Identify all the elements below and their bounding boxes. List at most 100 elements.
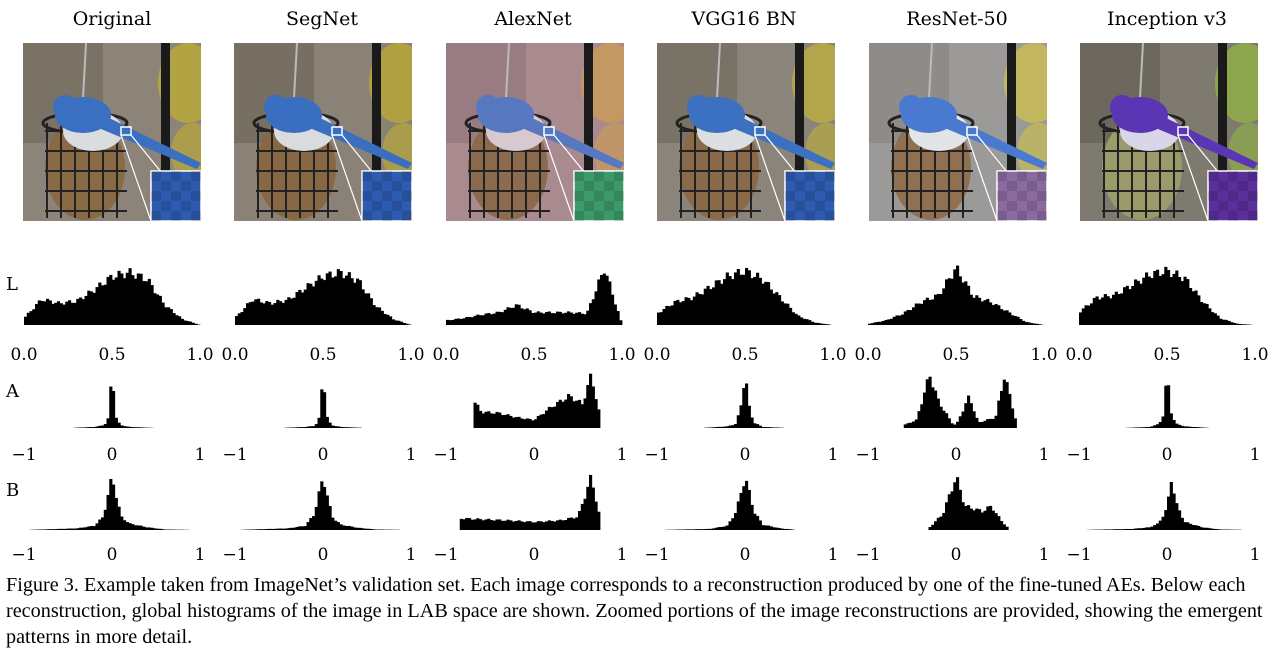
histogram-bar (1005, 526, 1009, 530)
histogram-bar (572, 518, 576, 530)
histogram-bar (1156, 424, 1160, 428)
histogram-bar (939, 406, 943, 428)
histogram-bar (698, 529, 702, 530)
histogram-bar (594, 399, 598, 428)
histogram-bar (553, 313, 557, 325)
histogram-bar (1189, 523, 1193, 530)
histogram-bar (139, 427, 143, 428)
histogram-bar (358, 527, 362, 530)
histogram-bar (967, 395, 971, 428)
axis-tick-label: 1 (1039, 545, 1050, 565)
histogram-bar (901, 314, 905, 325)
histogram-bar (106, 494, 110, 530)
histogram-bar (1186, 279, 1190, 325)
histogram-bar (956, 421, 960, 428)
histogram-bar (1183, 426, 1187, 428)
histogram-bar (1164, 266, 1168, 325)
axis-tick-label: 0.5 (98, 345, 125, 365)
axis-tick-label: 0 (951, 445, 962, 465)
histogram-bar (783, 528, 787, 530)
histogram-bar (575, 517, 579, 530)
histogram-bar (156, 528, 160, 530)
histogram-bar (1211, 528, 1215, 530)
histogram-bar (989, 505, 993, 530)
histogram-bar (501, 415, 505, 428)
histogram-bar (1169, 277, 1173, 325)
histogram-bar (112, 391, 116, 428)
histogram-bar (1197, 295, 1201, 325)
histogram-bar (1202, 527, 1206, 530)
histogram-bar (265, 529, 269, 530)
histogram-bar (76, 298, 80, 325)
histogram-bar (942, 410, 946, 428)
histogram-bar (90, 526, 94, 530)
histogram-bar (1106, 529, 1110, 530)
histogram-bar (1202, 303, 1206, 325)
histogram-bar (920, 404, 924, 428)
histogram-bar (301, 526, 305, 530)
histogram-bar (520, 521, 524, 530)
histogram-bar (73, 302, 77, 325)
histogram-bar (1120, 293, 1124, 325)
histogram-bar (342, 525, 346, 530)
histogram-bar (1109, 298, 1113, 325)
histogram-bar (775, 527, 779, 530)
histogram-bar (400, 321, 404, 325)
histogram-bar (1139, 427, 1143, 428)
histogram-bar (772, 293, 776, 325)
histogram-bar (769, 289, 773, 325)
histogram-bar (114, 277, 118, 325)
histogram-bar (372, 305, 376, 325)
histogram-bar (1136, 528, 1140, 530)
histogram-bar (980, 301, 984, 325)
histogram-bar (114, 417, 118, 428)
histogram-bar (259, 302, 263, 325)
histogram-bar (986, 506, 990, 530)
histogram-bar (314, 506, 318, 530)
histogram-bar (1153, 425, 1157, 428)
histogram-bar (684, 297, 688, 325)
histogram-bar (619, 320, 623, 325)
histogram-bar (178, 316, 182, 325)
histogram-bar (262, 529, 266, 530)
axis-tick-label: 0 (107, 445, 118, 465)
histogram-bar (43, 301, 47, 325)
histogram-bar (131, 524, 135, 530)
histogram-bar (87, 427, 91, 428)
axis-tick-label: 0 (1162, 445, 1173, 465)
histogram-bar (323, 392, 327, 428)
histogram-bar (386, 314, 390, 325)
histogram-bar (1178, 424, 1182, 428)
histogram-bar (1123, 529, 1127, 530)
histogram-bar (459, 518, 463, 530)
histogram-bar (87, 526, 91, 530)
histogram-bar (536, 415, 540, 428)
histogram-bar (301, 292, 305, 325)
histogram-bar (95, 287, 99, 325)
axis-tick-label: −1 (644, 445, 669, 465)
histogram-bar (997, 305, 1001, 325)
histogram-bar (870, 323, 874, 325)
histogram-bar (476, 404, 480, 428)
histogram-bar (312, 286, 316, 325)
histogram-bar (470, 519, 474, 530)
histogram-bar (90, 427, 94, 428)
histogram-bar (169, 309, 173, 325)
histogram-bar (542, 522, 546, 530)
axis-tick-label: −1 (11, 545, 36, 565)
histogram-bar (161, 529, 165, 530)
histogram-bar (925, 379, 929, 428)
histogram-bar (101, 285, 105, 325)
histogram-bar (890, 318, 894, 325)
histogram-bar (914, 419, 918, 428)
histogram-bar (873, 322, 877, 325)
histogram-bar (690, 529, 694, 530)
histogram-bar (470, 317, 474, 325)
histogram-bar (161, 302, 165, 325)
histogram-bar (345, 427, 349, 428)
histogram-bar (745, 383, 749, 428)
histogram-bar (1109, 529, 1113, 530)
histogram-bar (1019, 319, 1023, 325)
histogram-bar (73, 528, 77, 530)
histogram-bar (947, 494, 951, 530)
